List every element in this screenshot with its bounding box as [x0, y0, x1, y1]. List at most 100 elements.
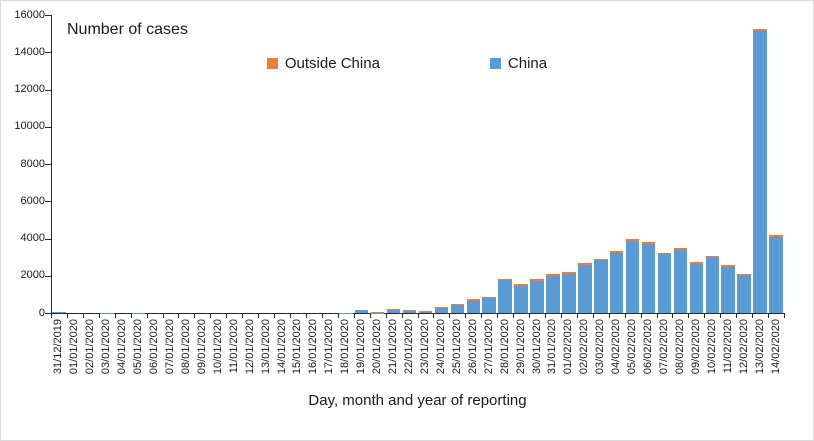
- x-axis-tick: [560, 313, 562, 318]
- bar-china: [769, 236, 783, 313]
- y-axis-label: 4000: [20, 232, 45, 244]
- y-axis-label: 12000: [14, 83, 45, 95]
- bar-china: [578, 264, 592, 313]
- x-axis-tick: [130, 313, 132, 318]
- y-axis-tick: [45, 275, 51, 277]
- x-axis-label: 20/01/2020: [371, 319, 384, 375]
- bar-outside-china: [370, 311, 385, 313]
- x-axis-label: 28/01/2020: [498, 319, 511, 375]
- x-axis-label: 05/02/2020: [626, 319, 639, 375]
- x-axis-label: 01/02/2020: [562, 319, 575, 375]
- bar-outside-china: [673, 248, 688, 250]
- x-axis-tick: [656, 313, 658, 318]
- x-axis-tick: [242, 313, 244, 318]
- x-axis-label: 04/01/2020: [116, 319, 129, 375]
- x-axis-tick: [146, 313, 148, 318]
- x-axis-label: 15/01/2020: [291, 319, 304, 375]
- y-axis-label: 16000: [14, 8, 45, 21]
- x-axis-label: 22/01/2020: [403, 319, 416, 375]
- x-axis-tick: [736, 313, 738, 318]
- x-axis-tick: [497, 313, 499, 318]
- x-axis-label: 07/01/2020: [164, 319, 176, 375]
- x-axis-label: 31/12/2019: [52, 319, 65, 375]
- x-axis-label: 25/01/2020: [450, 319, 463, 375]
- x-axis-label: 23/01/2020: [418, 319, 431, 375]
- x-axis-tick: [258, 313, 260, 318]
- x-axis-tick: [608, 313, 610, 318]
- x-axis-label: 19/01/2020: [355, 319, 368, 375]
- x-axis-tick: [321, 313, 323, 318]
- bar-outside-china: [402, 309, 417, 311]
- x-axis-tick: [353, 313, 355, 318]
- x-axis-label: 01/01/2020: [68, 319, 81, 375]
- y-axis-tick: [45, 52, 51, 54]
- x-axis-label: 07/02/2020: [657, 319, 670, 375]
- bar-outside-china: [737, 273, 751, 276]
- x-axis-tick: [752, 313, 754, 318]
- bar-china: [594, 260, 608, 313]
- x-axis-label: 17/01/2020: [323, 319, 336, 375]
- x-axis-tick: [114, 313, 116, 318]
- x-axis-tick: [369, 313, 371, 318]
- x-axis-tick: [720, 313, 722, 318]
- x-axis-tick: [449, 313, 451, 318]
- y-axis-label: 10000: [14, 120, 45, 133]
- legend-label-outside-china: Outside China: [284, 55, 380, 72]
- bar-outside-china: [769, 234, 783, 237]
- x-axis-tick: [51, 313, 52, 318]
- bar-outside-china: [594, 258, 608, 261]
- bar-china: [641, 244, 656, 313]
- x-axis-label: 14/01/2020: [275, 319, 288, 375]
- bar-outside-china: [641, 242, 656, 245]
- x-axis-tick: [784, 313, 785, 318]
- bar-outside-china: [434, 307, 449, 309]
- x-axis-tick: [210, 313, 212, 318]
- x-axis-tick: [98, 313, 100, 318]
- bar-china: [482, 298, 496, 313]
- x-axis-label: 11/01/2020: [227, 319, 240, 374]
- x-axis-label: 06/02/2020: [642, 319, 655, 375]
- x-axis-tick: [66, 313, 68, 318]
- x-axis-tick: [82, 313, 84, 318]
- bar-china: [673, 249, 688, 313]
- bar-china: [689, 263, 704, 313]
- bar-outside-china: [386, 309, 401, 311]
- bar-china: [52, 312, 66, 313]
- x-axis-label: 03/01/2020: [100, 319, 113, 375]
- x-axis-label: 24/01/2020: [434, 319, 447, 375]
- x-axis-tick: [194, 313, 196, 318]
- y-axis-label: 8000: [20, 157, 45, 170]
- bar-china: [466, 300, 481, 313]
- y-axis-tick: [45, 15, 51, 16]
- x-axis-label: 06/01/2020: [148, 319, 161, 375]
- x-axis-label: 31/01/2020: [546, 319, 559, 375]
- y-axis-label: 0: [38, 306, 45, 319]
- bar-outside-china: [625, 238, 640, 241]
- x-axis-label: 02/02/2020: [578, 319, 591, 375]
- x-axis-tick: [672, 313, 674, 318]
- bar-outside-china: [721, 265, 735, 267]
- bar-outside-china: [753, 28, 767, 31]
- bar-china: [562, 273, 576, 313]
- bar-outside-china: [450, 303, 465, 305]
- x-axis-label: 13/01/2020: [259, 319, 272, 375]
- x-axis-label: 12/02/2020: [737, 319, 750, 375]
- bar-outside-china: [657, 252, 672, 255]
- bar-china: [705, 257, 720, 313]
- bar-outside-china: [609, 251, 624, 253]
- bar-china: [609, 252, 624, 313]
- bar-china: [514, 285, 528, 313]
- bar-outside-china: [546, 274, 560, 277]
- x-axis-tick: [592, 313, 594, 318]
- x-axis-tick: [178, 313, 180, 318]
- x-axis-tick: [290, 313, 292, 318]
- x-axis-label: 08/02/2020: [673, 319, 686, 375]
- y-axis-label: 2000: [20, 269, 45, 282]
- bar-outside-china: [689, 261, 704, 264]
- x-axis-tick: [624, 313, 626, 318]
- bar-china: [386, 310, 401, 313]
- bar-china: [354, 310, 369, 313]
- bar-china: [450, 304, 465, 313]
- bar-outside-china: [498, 278, 512, 281]
